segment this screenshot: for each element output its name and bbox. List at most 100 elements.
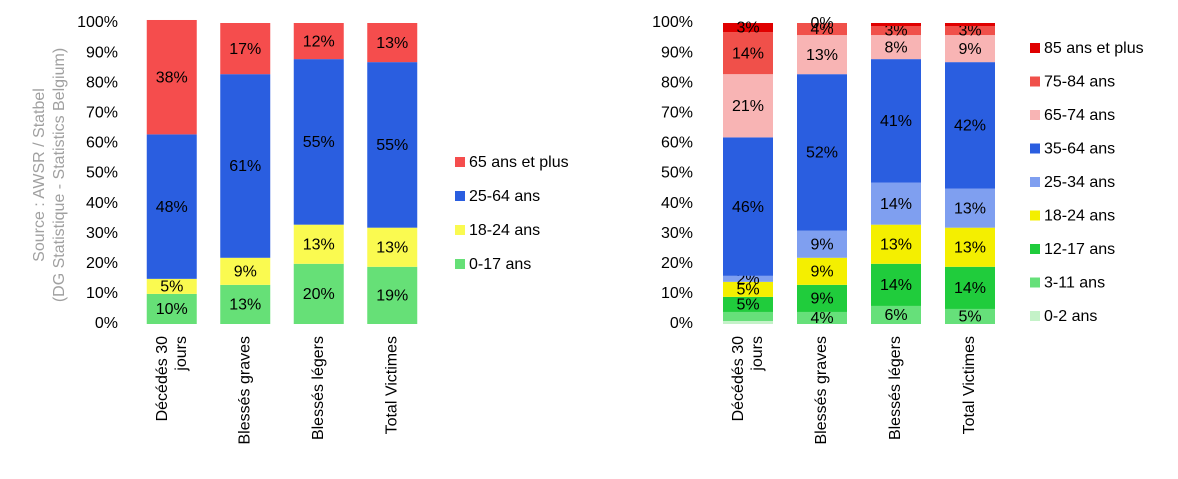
- data-label: 19%: [376, 288, 408, 305]
- x-tick-label: Blessés graves: [813, 336, 830, 445]
- legend-label: 65-74 ans: [1044, 107, 1115, 124]
- bar-segment: [945, 26, 995, 36]
- bar-segment: [945, 227, 995, 267]
- bar-segment: [367, 62, 418, 228]
- data-label: 5%: [736, 297, 759, 314]
- legend-label: 18-24 ans: [1044, 208, 1115, 225]
- data-label: 13%: [303, 236, 335, 253]
- legend-label: 3-11 ans: [1044, 275, 1105, 292]
- bar-segment: [871, 23, 921, 27]
- bar-segment: [146, 278, 197, 294]
- data-label: 14%: [954, 280, 986, 297]
- data-label: 4%: [810, 21, 833, 38]
- data-label: 13%: [229, 297, 261, 314]
- legend-label: 12-17 ans: [1044, 241, 1115, 258]
- data-label: 14%: [880, 196, 912, 213]
- bar-segment: [871, 224, 921, 264]
- data-label: 9%: [810, 264, 833, 281]
- bar-segment: [723, 74, 773, 138]
- legend-swatch: [1030, 143, 1040, 154]
- y-tick-label: 60%: [86, 135, 118, 152]
- y-tick-label: 30%: [661, 225, 693, 242]
- x-tick-label: Décédés 30 jours: [154, 336, 190, 421]
- legend-swatch: [1030, 210, 1040, 221]
- legend-label: 75-84 ans: [1044, 74, 1115, 91]
- x-tick-label: Blessés graves: [236, 336, 253, 445]
- bar-segment: [945, 308, 995, 324]
- legend-label: 65 ans et plus: [469, 154, 569, 171]
- bar-segment: [293, 23, 344, 60]
- bar-segment: [723, 296, 773, 312]
- legend-swatch: [455, 191, 465, 201]
- source-line: Source : AWSR / Statbel: [31, 88, 48, 262]
- bar-segment: [146, 19, 197, 135]
- bar-segment: [367, 23, 418, 63]
- data-label: 9%: [234, 264, 257, 281]
- bar-segment: [945, 35, 995, 63]
- bar-segment: [945, 188, 995, 228]
- bar-segment: [945, 62, 995, 189]
- data-label: 9%: [810, 236, 833, 253]
- y-tick-label: 20%: [86, 255, 118, 272]
- y-tick-label: 10%: [661, 285, 693, 302]
- x-tick-label-line: jours: [173, 336, 190, 372]
- x-tick-label-line: Décédés 30: [730, 336, 747, 421]
- y-tick-label: 70%: [661, 105, 693, 122]
- data-label: 13%: [806, 47, 838, 64]
- bar-segment: [797, 257, 847, 285]
- data-label: 55%: [376, 137, 408, 154]
- y-tick-label: 90%: [661, 44, 693, 61]
- x-tick-label: Blessés légers: [887, 336, 904, 440]
- y-tick-label: 100%: [652, 14, 693, 31]
- data-label: 6%: [884, 307, 907, 324]
- legend-swatch: [455, 259, 465, 269]
- legend-swatch: [1030, 177, 1040, 187]
- bar-segment: [797, 23, 847, 36]
- data-label: 41%: [880, 113, 912, 130]
- data-label: 14%: [880, 277, 912, 294]
- data-label: 46%: [732, 199, 764, 216]
- data-label: 0%: [810, 15, 833, 32]
- legend-label: 35-64 ans: [1044, 141, 1115, 158]
- bar-segment: [797, 35, 847, 75]
- data-label: 12%: [303, 33, 335, 50]
- data-label: 10%: [156, 301, 188, 318]
- bar-segment: [945, 23, 995, 27]
- data-label: 20%: [303, 286, 335, 303]
- x-tick-label-line: Décédés 30: [154, 336, 171, 421]
- data-label: 9%: [958, 41, 981, 58]
- bar-segment: [146, 293, 197, 324]
- data-label: 13%: [880, 236, 912, 253]
- bar-segment: [220, 74, 271, 258]
- y-tick-label: 30%: [86, 225, 118, 242]
- bar-segment: [871, 305, 921, 324]
- y-tick-label: 50%: [661, 165, 693, 182]
- legend-label: 18-24 ans: [469, 222, 540, 239]
- legend-swatch: [1030, 110, 1040, 120]
- legend-swatch: [455, 157, 465, 167]
- bar-segment: [723, 137, 773, 276]
- data-label: 17%: [229, 41, 261, 58]
- data-label: 61%: [229, 158, 261, 175]
- bar-segment: [220, 257, 271, 285]
- data-label: 52%: [806, 145, 838, 162]
- bar-segment: [220, 23, 271, 75]
- y-tick-label: 50%: [86, 165, 118, 182]
- bar-segment: [723, 281, 773, 297]
- source-line: (DG Statistique - Statistics Belgium): [51, 48, 68, 302]
- x-tick-label: Blessés légers: [310, 336, 327, 440]
- bar-segment: [871, 182, 921, 225]
- data-label: 14%: [732, 45, 764, 62]
- data-label: 5%: [958, 309, 981, 326]
- legend-swatch: [1030, 43, 1040, 53]
- bar-segment: [220, 284, 271, 324]
- bar-segment: [723, 32, 773, 75]
- y-tick-label: 80%: [86, 74, 118, 91]
- legend-label: 25-34 ans: [1044, 174, 1115, 191]
- data-label: 42%: [954, 118, 986, 135]
- data-label: 21%: [732, 98, 764, 115]
- data-label: 8%: [884, 39, 907, 56]
- legend-swatch: [1030, 277, 1040, 288]
